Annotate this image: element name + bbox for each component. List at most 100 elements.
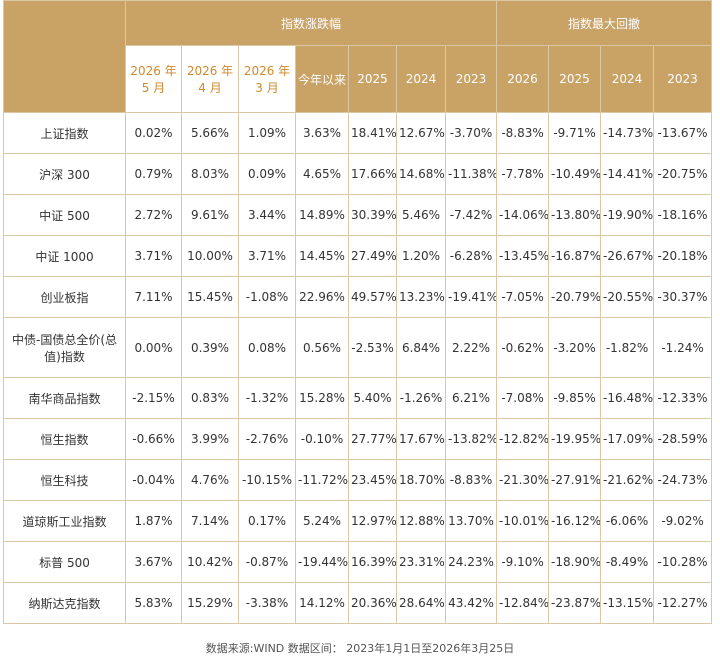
cell: 0.17% [238,500,296,542]
cell: 5.40% [348,377,397,419]
cell: -10.01% [496,500,550,542]
cell: 15.28% [295,377,349,419]
cell: -8.83% [444,459,498,501]
cell: -9.85% [548,377,602,419]
cell: 12.97% [348,500,397,542]
group-header: 指数最大回撤 [496,0,713,46]
cell: -0.04% [125,459,182,501]
cell: -12.84% [496,582,550,624]
cell: -23.87% [548,582,602,624]
row-name: 上证指数 [3,112,126,154]
cell: -10.28% [653,541,713,583]
cell: -11.72% [295,459,349,501]
cell: 6.21% [444,377,498,419]
cell: 5.66% [181,112,239,154]
column-header: 今年以来 [295,45,349,113]
column-header: 2025 [348,45,397,113]
cell: 0.83% [181,377,239,419]
cell: -17.09% [600,418,655,460]
cell: 5.46% [396,194,446,236]
cell: 2.22% [444,317,498,378]
cell: 43.42% [444,582,498,624]
cell: -7.08% [496,377,550,419]
row-name: 恒生科技 [3,459,126,501]
cell: 0.08% [238,317,296,378]
cell: 20.36% [348,582,397,624]
row-name: 恒生指数 [3,418,126,460]
cell: -12.82% [496,418,550,460]
cell: -20.55% [600,276,655,318]
column-header: 2026 年 3 月 [238,45,296,113]
cell: 1.20% [396,235,446,277]
cell: -27.91% [548,459,602,501]
cell: 0.00% [125,317,182,378]
cell: -24.73% [653,459,713,501]
cell: 17.66% [348,153,397,195]
table-row: 创业板指 7.11% 15.45% -1.08% 22.96% 49.57% 13.23% -… [3,276,713,318]
cell: 7.11% [125,276,182,318]
cell: -7.42% [444,194,498,236]
cell: -12.33% [653,377,713,419]
row-name: 南华商品指数 [3,377,126,419]
cell: -3.20% [548,317,602,378]
cell: 1.09% [238,112,296,154]
cell: 3.71% [238,235,296,277]
cell: -21.62% [600,459,655,501]
group-header: 指数涨跌幅 [124,0,498,46]
cell: 0.39% [181,317,239,378]
cell: -13.67% [653,112,713,154]
cell: -0.66% [125,418,182,460]
cell: -26.67% [600,235,655,277]
cell: 27.77% [348,418,397,460]
cell: -1.26% [396,377,446,419]
cell: 3.71% [125,235,182,277]
cell: -18.16% [653,194,713,236]
cell: 0.79% [125,153,182,195]
cell: 22.96% [295,276,349,318]
cell: 16.39% [348,541,397,583]
cell: 10.42% [181,541,239,583]
table-row: 纳斯达克指数 5.83% 15.29% -3.38% 14.12% 20.36% 28.64… [3,582,713,624]
row-name: 纳斯达克指数 [3,582,126,624]
cell: 8.03% [181,153,239,195]
cell: -6.06% [600,500,655,542]
cell: 23.45% [348,459,397,501]
cell: 27.49% [348,235,397,277]
cell: 9.61% [181,194,239,236]
row-name: 沪深 300 [3,153,126,195]
cell: 7.14% [181,500,239,542]
cell: -28.59% [653,418,713,460]
table-row: 南华商品指数 -2.15% 0.83% -1.32% 15.28% 5.40% -1.26%… [3,377,713,419]
row-name: 中证 1000 [3,235,126,277]
cell: 30.39% [348,194,397,236]
cell: 15.29% [181,582,239,624]
cell: 12.67% [396,112,446,154]
table-row: 中证 500 2.72% 9.61% 3.44% 14.89% 30.39% 5.46% -7… [3,194,713,236]
cell: -14.73% [600,112,655,154]
cell: -1.82% [600,317,655,378]
cell: 5.24% [295,500,349,542]
column-header: 2024 [600,45,655,113]
corner-cell [3,0,126,113]
cell: 17.67% [396,418,446,460]
column-header: 2025 [548,45,602,113]
cell: -19.95% [548,418,602,460]
cell: -1.08% [238,276,296,318]
cell: -14.41% [600,153,655,195]
cell: 18.41% [348,112,397,154]
column-header: 2026 年 5 月 [125,45,182,113]
table-row: 沪深 300 0.79% 8.03% 0.09% 4.65% 17.66% 14.68% -1… [3,153,713,195]
cell: 14.45% [295,235,349,277]
cell: -10.15% [238,459,296,501]
cell: 10.00% [181,235,239,277]
table-row: 中债-国债总全价(总值)指数 0.00% 0.39% 0.08% 0.56% -2.53%… [3,317,713,378]
cell: -8.83% [496,112,550,154]
table-row: 中证 1000 3.71% 10.00% 3.71% 14.45% 27.49% 1.20%… [3,235,713,277]
cell: 28.64% [396,582,446,624]
cell: 15.45% [181,276,239,318]
cell: 0.09% [238,153,296,195]
cell: -9.10% [496,541,550,583]
cell: 0.02% [125,112,182,154]
cell: -30.37% [653,276,713,318]
